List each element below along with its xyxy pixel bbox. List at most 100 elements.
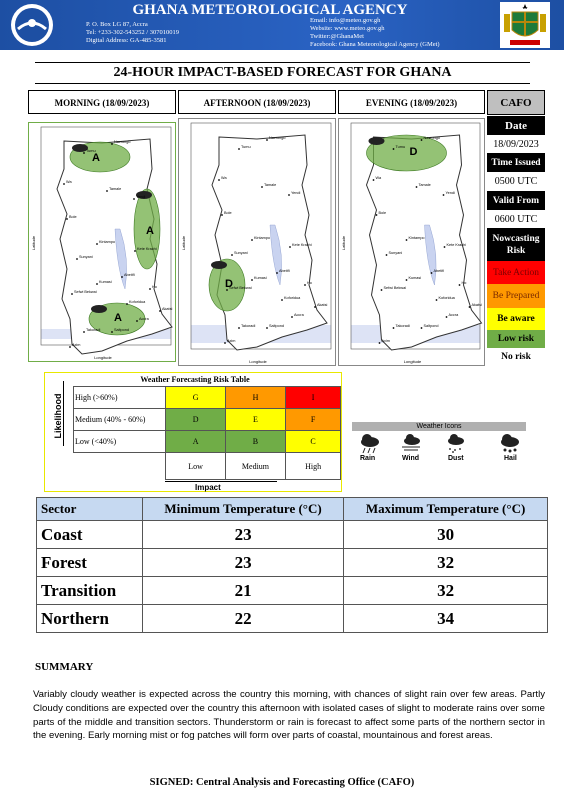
signature: SIGNED: Central Analysis and Forecasting… (149, 777, 415, 788)
zone-letter: A (114, 312, 122, 324)
city-label: Koforidua (439, 296, 456, 300)
risk-cell: G (165, 386, 226, 409)
city-label: Sefwi Bekwai (229, 286, 252, 290)
coat-of-arms (500, 2, 550, 48)
risk-label: Nowcasting Risk (487, 228, 545, 261)
contact-line: Website: www.meteo.gov.gh (310, 25, 385, 32)
city-label: Axim (227, 339, 235, 343)
city-dot (63, 183, 65, 185)
temperature: 21 (141, 576, 345, 605)
rain-icon (368, 137, 385, 145)
zone-letter: A (146, 225, 154, 237)
city-label: Sefwi Bekwai (384, 286, 407, 290)
cafo-title: CAFO (487, 90, 545, 115)
city-label: Sefwi Bekwai (74, 290, 97, 294)
contacts: Email: info@meteo.gov.gh Website: www.me… (310, 17, 440, 49)
temperature-row: Forest 23 32 (36, 548, 548, 577)
city-dot (266, 327, 268, 329)
lake-volta (269, 224, 282, 286)
city-label: Kumasi (99, 280, 112, 284)
city-dot (392, 148, 395, 150)
risk-zone (366, 134, 447, 172)
temperature: 23 (141, 548, 345, 577)
temperature: 34 (343, 604, 548, 633)
issued-label: Time Issued (487, 153, 545, 172)
cloud (91, 305, 107, 313)
city-dot (121, 276, 123, 278)
city-dot (458, 284, 461, 286)
cafo-column: CAFO Date 18/09/2023 Time Issued 0500 UT… (487, 90, 545, 368)
blank (74, 453, 166, 480)
city-label: Navrongo (269, 136, 285, 140)
city-dot (445, 316, 448, 318)
city-label: Ho (152, 285, 157, 289)
zone-letter: D (410, 146, 418, 158)
city-dot (69, 346, 71, 348)
city-dot (159, 310, 161, 312)
icon-label: Hail (504, 455, 517, 462)
city-dot (136, 320, 138, 322)
column-label: Low (165, 452, 226, 480)
address-line: P. O. Box LG 87, Accra (86, 21, 148, 28)
sector: Transition (36, 576, 143, 605)
cloud (368, 137, 385, 145)
temperature: 23 (141, 520, 345, 549)
lake-volta (114, 228, 127, 290)
sector: Northern (36, 604, 143, 633)
city-label: Kete Krachi (447, 243, 467, 247)
icon-shapes (361, 434, 519, 454)
icon-label: Dust (448, 455, 464, 462)
city-dot (149, 288, 151, 290)
city-label: Wa (66, 180, 72, 184)
city-dot (420, 139, 423, 141)
city-dot (238, 148, 240, 150)
date-label: Date (487, 116, 545, 135)
city-label: Kintampo (254, 236, 270, 240)
city-dot (133, 198, 135, 200)
plot-frame (350, 122, 481, 350)
forecast-map: D Navrongo Tumu Wa Tamale Bole Yendi Kintampo Su… (178, 118, 336, 366)
panel-header: EVENING (18/09/2023) (338, 90, 485, 114)
city-dot (443, 246, 446, 248)
x-axis-label: Longitude (404, 359, 422, 364)
header-banner (0, 0, 564, 50)
city-dot (468, 306, 471, 308)
city-dot (291, 316, 293, 318)
city-dot (106, 190, 108, 192)
city-label: Yendi (136, 195, 146, 199)
risk-cell: I (285, 386, 341, 409)
city-dot (266, 139, 268, 141)
city-label: Kumasi (254, 276, 267, 280)
city-label: Kete Krachi (137, 247, 157, 251)
cloud (211, 261, 227, 269)
city-label: Abetifi (124, 273, 135, 277)
city-label: Tumu (241, 145, 251, 149)
risk-level: Take Action (487, 261, 545, 284)
risk-table-box: Weather Forecasting Risk Table Likelihoo… (44, 372, 342, 492)
axis-arrow (165, 481, 277, 482)
city-label: Wa (376, 176, 382, 180)
zone-letter: D (225, 278, 233, 290)
city-label: Accra (449, 313, 460, 317)
city-label: Bole (69, 215, 77, 219)
city-label: Saltpond (114, 328, 129, 332)
city-label: Tamale (109, 187, 121, 191)
column-label: High (285, 452, 341, 480)
city-dot (276, 272, 278, 274)
city-dot (226, 289, 228, 291)
contact-line: Email: info@meteo.gov.gh (310, 17, 381, 24)
city-label: Wa (221, 176, 227, 180)
address: P. O. Box LG 87, Accra Tel: +233-302-543… (86, 21, 179, 45)
city-dot (126, 303, 128, 305)
header-cell: Maximum Temperature (°C) (343, 497, 548, 521)
summary-heading: SUMMARY (35, 661, 94, 673)
city-label: Kumasi (409, 276, 422, 280)
city-dot (251, 239, 253, 241)
city-dot (314, 306, 316, 308)
city-label: Accra (294, 313, 305, 317)
valid-label: Valid From (487, 191, 545, 210)
lake-volta (424, 224, 437, 286)
city-dot (420, 327, 423, 329)
x-axis-label: Longitude (249, 359, 267, 364)
city-dot (405, 239, 408, 241)
